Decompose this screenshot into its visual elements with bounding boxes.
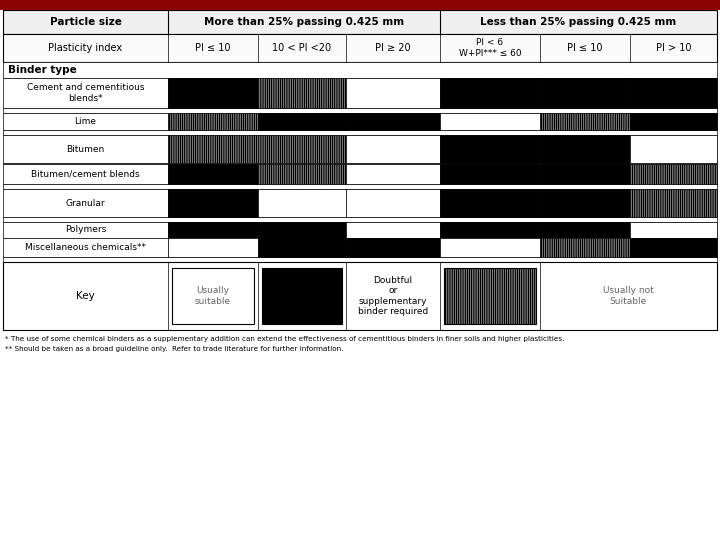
Text: Granular: Granular — [66, 199, 105, 207]
Bar — [540, 78, 630, 108]
Text: Less than 25% passing 0.425 mm: Less than 25% passing 0.425 mm — [480, 17, 677, 27]
Bar — [444, 268, 536, 324]
Bar — [346, 222, 440, 238]
Bar — [258, 78, 346, 108]
Bar — [258, 238, 346, 257]
Bar — [3, 135, 717, 163]
Bar — [540, 135, 630, 163]
Bar — [440, 113, 540, 130]
Bar — [3, 257, 717, 262]
Bar — [258, 113, 346, 130]
Text: Polymers: Polymers — [65, 226, 106, 234]
Bar — [346, 78, 440, 108]
Bar — [3, 164, 717, 184]
Bar — [258, 164, 346, 184]
Bar — [346, 189, 440, 217]
Bar — [3, 130, 717, 135]
Bar — [3, 34, 717, 62]
Bar — [630, 222, 717, 238]
Text: Binder type: Binder type — [8, 65, 77, 75]
Text: Cement and cementitious
blends*: Cement and cementitious blends* — [27, 83, 144, 103]
Bar — [3, 222, 717, 238]
Bar — [3, 238, 717, 257]
Bar — [540, 113, 630, 130]
Bar — [346, 135, 440, 163]
Bar — [168, 113, 258, 130]
Bar — [258, 135, 346, 163]
Text: ** Should be taken as a broad guideline only.  Refer to trade literature for fur: ** Should be taken as a broad guideline … — [5, 346, 343, 352]
Bar — [168, 222, 258, 238]
Bar — [440, 222, 540, 238]
Text: Particle size: Particle size — [50, 17, 122, 27]
Text: Bitumen/cement blends: Bitumen/cement blends — [31, 170, 140, 179]
Bar — [440, 238, 540, 257]
Bar — [3, 163, 717, 164]
Bar — [168, 164, 258, 184]
Text: PI ≤ 10: PI ≤ 10 — [195, 43, 230, 53]
Bar — [3, 10, 717, 34]
Bar — [3, 108, 717, 113]
Bar — [168, 135, 258, 163]
Bar — [540, 164, 630, 184]
Bar — [168, 78, 258, 108]
Bar — [3, 217, 717, 222]
Text: Bitumen: Bitumen — [66, 145, 104, 153]
Text: Key: Key — [76, 291, 95, 301]
Bar — [630, 164, 717, 184]
Bar — [258, 189, 346, 217]
Text: Miscellaneous chemicals**: Miscellaneous chemicals** — [25, 243, 146, 252]
Bar — [346, 238, 440, 257]
Bar — [3, 189, 717, 217]
Bar — [540, 189, 630, 217]
Text: PI ≥ 20: PI ≥ 20 — [375, 43, 411, 53]
Bar — [630, 189, 717, 217]
Bar — [3, 113, 717, 130]
Text: Doubtful
or
supplementary
binder required: Doubtful or supplementary binder require… — [358, 276, 428, 316]
Bar — [3, 262, 717, 330]
Bar — [630, 238, 717, 257]
Bar — [3, 184, 717, 189]
Bar — [3, 78, 717, 108]
Bar — [168, 189, 258, 217]
Bar — [540, 222, 630, 238]
Text: Plasticity index: Plasticity index — [48, 43, 122, 53]
Text: More than 25% passing 0.425 mm: More than 25% passing 0.425 mm — [204, 17, 404, 27]
Bar — [440, 78, 540, 108]
Text: Usually
suitable: Usually suitable — [195, 286, 231, 306]
Bar — [0, 0, 720, 10]
Text: 10 < PI <20: 10 < PI <20 — [272, 43, 332, 53]
Bar — [440, 135, 540, 163]
Bar — [172, 268, 254, 324]
Bar — [630, 78, 717, 108]
Text: PI < 6
W+PI*** ≤ 60: PI < 6 W+PI*** ≤ 60 — [459, 38, 521, 58]
Bar — [346, 164, 440, 184]
Bar — [540, 238, 630, 257]
Bar — [258, 222, 346, 238]
Bar — [630, 135, 717, 163]
Text: PI ≤ 10: PI ≤ 10 — [567, 43, 603, 53]
Bar — [440, 189, 540, 217]
Bar — [346, 113, 440, 130]
Text: Usually not
Suitable: Usually not Suitable — [603, 286, 654, 306]
Bar — [630, 113, 717, 130]
Bar — [440, 164, 540, 184]
Text: * The use of some chemical binders as a supplementary addition can extend the ef: * The use of some chemical binders as a … — [5, 336, 564, 342]
Bar — [262, 268, 342, 324]
Text: Lime: Lime — [74, 117, 96, 126]
Bar — [3, 62, 717, 78]
Bar — [168, 238, 258, 257]
Text: PI > 10: PI > 10 — [656, 43, 691, 53]
